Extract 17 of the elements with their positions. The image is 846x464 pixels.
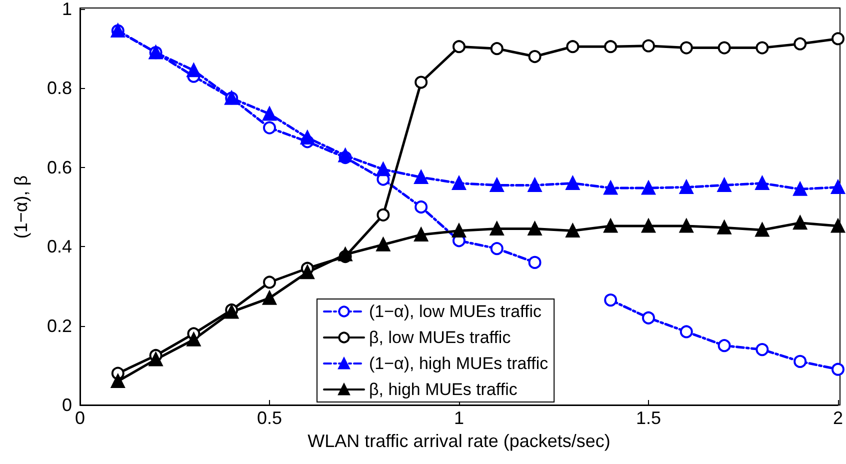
- x-tick-label: 0: [74, 408, 86, 428]
- y-tick-label: 0: [62, 395, 72, 415]
- legend-label: β, high MUEs traffic: [369, 380, 518, 399]
- y-axis-title: (1−α), β: [11, 175, 31, 239]
- y-tick-label: 0.6: [46, 157, 72, 178]
- x-tick-label: 2: [832, 408, 843, 428]
- legend-label: (1−α), low MUEs traffic: [369, 302, 542, 321]
- x-tick-label: 0.5: [256, 408, 282, 428]
- x-tick-label: 1: [454, 408, 464, 428]
- y-tick-label: 0.8: [46, 78, 72, 98]
- legend-label: (1−α), high MUEs traffic: [369, 354, 549, 373]
- y-tick-label: 0.4: [46, 236, 72, 257]
- x-tick-label: 1.5: [636, 408, 662, 428]
- legend-label: β, low MUEs traffic: [369, 328, 512, 347]
- y-tick-label: 1: [62, 0, 72, 19]
- x-axis-title: WLAN traffic arrival rate (packets/sec): [308, 430, 610, 451]
- y-tick-label: 0.2: [46, 316, 72, 336]
